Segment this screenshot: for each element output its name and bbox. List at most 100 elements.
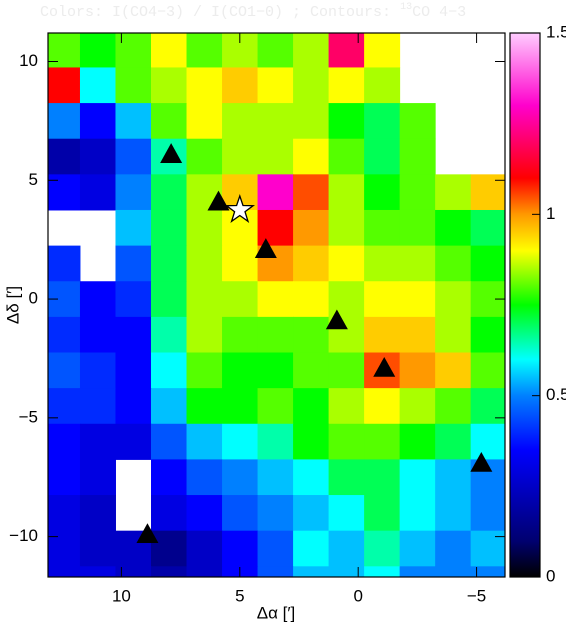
heatmap-cell (115, 245, 152, 282)
title-text: CO 4−3 (412, 4, 466, 21)
y-tick-label: 0 (29, 289, 38, 308)
heatmap-cell (364, 138, 401, 175)
heatmap-cell (257, 495, 294, 532)
heatmap-cell (293, 530, 330, 567)
y-tick-label: −10 (9, 526, 38, 545)
heatmap-cell (470, 423, 505, 460)
heatmap-cell (293, 33, 330, 68)
heatmap-cell (222, 459, 259, 496)
heatmap-cell (328, 459, 365, 496)
heatmap-cell (79, 495, 116, 532)
heatmap-cell (186, 388, 223, 425)
heatmap-cell (151, 316, 188, 354)
colorbar-tick-label: 1.5 (546, 22, 566, 41)
title-text: Colors: I(CO4−3) / I(CO1−0) ; Contours: (40, 4, 400, 21)
heatmap-cell (186, 530, 223, 567)
x-tick-label: 5 (235, 586, 244, 605)
heatmap-cell (257, 281, 294, 318)
heatmap-cell (79, 33, 116, 68)
heatmap-cell (48, 33, 81, 68)
heatmap-cell (151, 103, 188, 140)
heatmap-cell (399, 281, 436, 318)
heatmap-cell (328, 423, 365, 460)
heatmap-cell (364, 566, 401, 577)
heatmap-cell (151, 495, 188, 532)
heatmap-cell (293, 281, 330, 318)
heatmap-cell (186, 33, 223, 68)
heatmap-cell (257, 566, 294, 577)
heatmap-cell (257, 352, 294, 389)
heatmap-cell (222, 388, 259, 425)
heatmap-cell (79, 388, 116, 425)
heatmap-cell (257, 316, 294, 354)
heatmap-cell (48, 352, 81, 389)
heatmap-cell (470, 352, 505, 389)
heatmap-cell (435, 174, 472, 211)
heatmap-cell (222, 103, 259, 140)
heatmap-cell (151, 388, 188, 425)
heatmap-cell (257, 67, 294, 104)
heatmap-cell (399, 103, 436, 140)
colorbar (509, 32, 541, 578)
heatmap-cell (79, 67, 116, 104)
heatmap-cell (257, 103, 294, 140)
heatmap-cell (293, 209, 330, 247)
x-tick-label: 0 (353, 586, 362, 605)
heatmap-cell (328, 281, 365, 318)
heatmap-cell (293, 459, 330, 496)
heatmap-cell (470, 209, 505, 247)
heatmap-cell (115, 352, 152, 389)
heatmap-cell (222, 316, 259, 354)
heatmap-cell (293, 67, 330, 104)
heatmap-cell (364, 174, 401, 211)
star-marker (224, 193, 256, 223)
triangle-marker (136, 523, 159, 544)
heatmap-cell (151, 459, 188, 496)
heatmap-cell (186, 316, 223, 354)
heatmap-cell (151, 423, 188, 460)
heatmap-cell (399, 566, 436, 577)
heatmap-cell (115, 209, 152, 247)
heatmap-cell (257, 33, 294, 68)
heatmap-cell (328, 138, 365, 175)
heatmap-cell (151, 245, 188, 282)
heatmap-cell (293, 566, 330, 577)
heatmap-cell (48, 459, 81, 496)
heatmap-cell (399, 495, 436, 532)
heatmap-cell (222, 530, 259, 567)
heatmap-cell (222, 352, 259, 389)
heatmap-cell (151, 209, 188, 247)
heatmap-cell (257, 209, 294, 247)
heatmap-cell (364, 33, 401, 68)
heatmap-cell (115, 174, 152, 211)
heatmap-cell (186, 566, 223, 577)
heatmap-cell (293, 352, 330, 389)
heatmap-cell (115, 33, 152, 68)
heatmap-cell (186, 245, 223, 282)
heatmap-cell (399, 209, 436, 247)
heatmap-cell (186, 281, 223, 318)
triangle-marker (470, 451, 493, 472)
colorbar-tick-label: 0 (546, 566, 555, 585)
heatmap-cell (328, 530, 365, 567)
heatmap-cell (257, 423, 294, 460)
heatmap-cell (364, 388, 401, 425)
y-tick-label: 10 (19, 51, 38, 70)
heatmap (48, 33, 505, 577)
heatmap-cell (328, 103, 365, 140)
heatmap-cell (186, 67, 223, 104)
heatmap-cell (470, 566, 505, 577)
heatmap-cell (435, 281, 472, 318)
heatmap-cell (435, 459, 472, 496)
heatmap-cell (79, 459, 116, 496)
heatmap-cell (435, 245, 472, 282)
heatmap-cell (151, 67, 188, 104)
heatmap-cell (364, 423, 401, 460)
heatmap-cell (399, 316, 436, 354)
x-axis-label: Δα [′] (257, 603, 296, 622)
heatmap-cell (364, 459, 401, 496)
overlay: 10 5 0 −5 10 5 0 −5 −10 0 0.5 1 1.5 (9, 22, 566, 605)
heatmap-cell (79, 316, 116, 354)
heatmap-cell (399, 174, 436, 211)
